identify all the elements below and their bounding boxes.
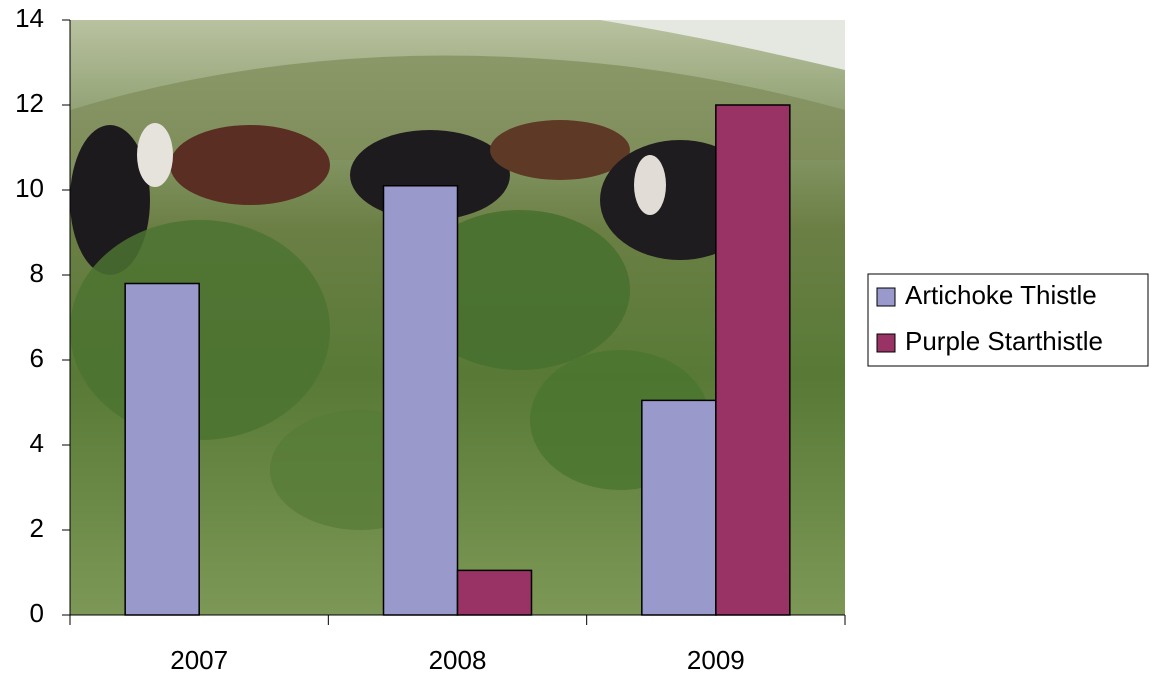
legend-label: Purple Starthistle (905, 326, 1103, 356)
bar (124, 282, 200, 616)
y-tick-label: 6 (30, 343, 44, 373)
x-tick-label: 2007 (170, 645, 228, 675)
y-tick-label: 12 (15, 88, 44, 118)
legend-label: Artichoke Thistle (905, 280, 1097, 310)
bar (382, 185, 459, 616)
y-tick-label: 8 (30, 258, 44, 288)
bar (641, 399, 717, 616)
legend-swatch (876, 287, 896, 307)
x-tick-label: 2008 (429, 645, 487, 675)
y-tick-label: 2 (30, 513, 44, 543)
x-tick-label: 2009 (687, 645, 745, 675)
y-tick-label: 14 (15, 3, 44, 33)
bar (456, 569, 533, 616)
bar (715, 104, 791, 616)
y-tick-label: 0 (30, 598, 44, 628)
y-tick-label: 10 (15, 173, 44, 203)
legend-box (867, 273, 1149, 367)
y-tick-label: 4 (30, 428, 44, 458)
legend-swatch (876, 333, 896, 353)
